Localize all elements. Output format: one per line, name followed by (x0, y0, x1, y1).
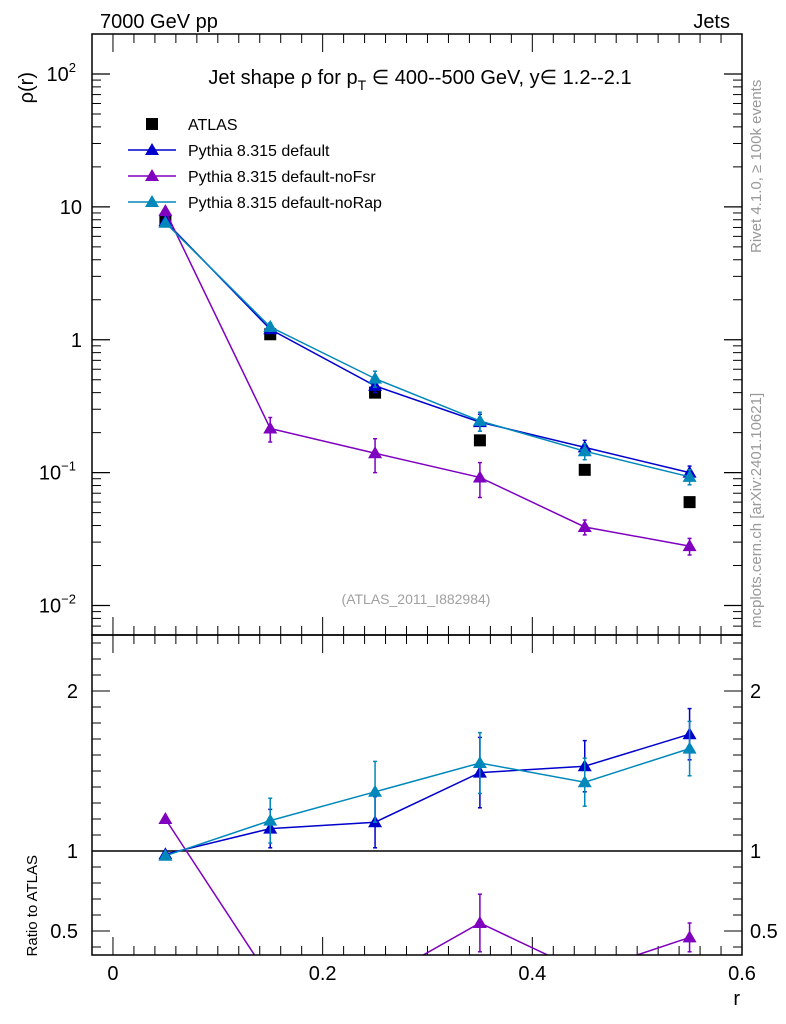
ratio-y-tick-label: 0.5 (50, 921, 78, 943)
ratio-y-tick-label: 1 (67, 841, 78, 863)
ratio-point-noFsr (472, 916, 487, 928)
legend-label-atlas: ATLAS (188, 117, 238, 134)
x-tick-label: 0.4 (518, 963, 546, 985)
ratio-plot-area (92, 707, 742, 987)
title-sub: T (358, 77, 367, 93)
title-pre: Jet shape ρ for p (208, 67, 357, 89)
point-noFsr (682, 539, 697, 552)
main-y-tick-label: 10 (60, 197, 82, 219)
point-noRap (368, 371, 383, 384)
legend-marker-default (145, 143, 159, 155)
ratio-point-noRap (682, 741, 697, 754)
point-noFsr (263, 421, 278, 434)
rivet-label: Rivet 4.1.0, ≥ 100k events (748, 80, 765, 253)
point-atlas (578, 463, 591, 476)
ratio-ylabel: Ratio to ATLAS (24, 855, 41, 956)
point-noRap (472, 413, 487, 426)
x-tick-label: 0.6 (728, 963, 756, 985)
point-noFsr (472, 470, 487, 483)
point-atlas (683, 496, 696, 509)
mcplots-label: mcplots.cern.ch [arXiv:2401.10621] (748, 393, 765, 628)
point-noRap (577, 444, 592, 457)
header-right: Jets (693, 11, 730, 33)
point-noFsr (368, 446, 383, 459)
ratio-y-tick-label-right: 0.5 (750, 921, 778, 943)
legend-label-default: Pythia 8.315 default (188, 143, 330, 160)
ratio-point-noFsr (263, 972, 277, 984)
ratio-line-noFsr (164, 818, 690, 955)
point-atlas (473, 434, 486, 447)
main-y-tick-label: 102 (47, 60, 76, 86)
series-line-default (164, 220, 690, 474)
point-noRap (682, 469, 697, 482)
title-post: ∈ 400--500 GeV, y∈ 1.2--2.1 (366, 67, 631, 89)
ratio-point-noRap (577, 775, 592, 788)
series-line-noFsr (164, 210, 690, 547)
x-tick-label: 0 (107, 963, 118, 985)
ratio-point-noRap (368, 784, 383, 797)
point-noFsr (577, 519, 592, 532)
main-axis-ticks: 102 10 1 10−1 10−2 (39, 34, 743, 635)
main-y-tick-label: 10−2 (39, 592, 76, 618)
header-left: 7000 GeV pp (100, 11, 218, 33)
chart-title: Jet shape ρ for pT ∈ 400--500 GeV, y∈ 1.… (208, 67, 631, 93)
legend: ATLAS Pythia 8.315 default Pythia 8.315 … (128, 117, 382, 212)
ratio-y-tick-label-right: 2 (750, 681, 761, 703)
legend-label-nofsr: Pythia 8.315 default-noFsr (188, 169, 376, 186)
ratio-point-noRap (263, 813, 278, 826)
ratio-point-noFsr (368, 975, 382, 987)
main-y-tick-label: 10−1 (39, 459, 76, 485)
main-ylabel: ρ(r) (16, 72, 38, 103)
ratio-point-noFsr (578, 966, 592, 978)
ratio-line-default (165, 733, 690, 855)
ratio-y-tick-label-right: 1 (750, 841, 761, 863)
ratio-line-noRap (165, 747, 690, 857)
ratio-point-noRap (158, 848, 173, 861)
legend-marker-nofsr (145, 169, 159, 181)
x-tick-label: 0.2 (309, 963, 337, 985)
ratio-axis-ticks: 0 0.2 0.4 0.6 0.5 0.5 1 1 2 2 (50, 635, 778, 985)
series-line-noRap (164, 222, 690, 478)
legend-marker-norap (145, 195, 159, 207)
legend-label-norap: Pythia 8.315 default-noRap (188, 195, 382, 212)
point-noRap (263, 319, 278, 332)
main-plot-area (158, 204, 697, 556)
main-y-tick-label: 1 (71, 330, 82, 352)
ratio-frame (91, 634, 743, 956)
point-noFsr (158, 204, 173, 217)
ratio-point-noRap (472, 756, 487, 768)
ratio-y-tick-label: 2 (67, 681, 78, 703)
x-axis-title: r (733, 988, 740, 1010)
legend-marker-atlas (146, 118, 158, 130)
analysis-watermark: (ATLAS_2011_I882984) (342, 591, 491, 607)
point-noRap (158, 215, 173, 228)
ratio-point-noFsr (158, 812, 173, 824)
ratio-point-noFsr (682, 930, 697, 943)
